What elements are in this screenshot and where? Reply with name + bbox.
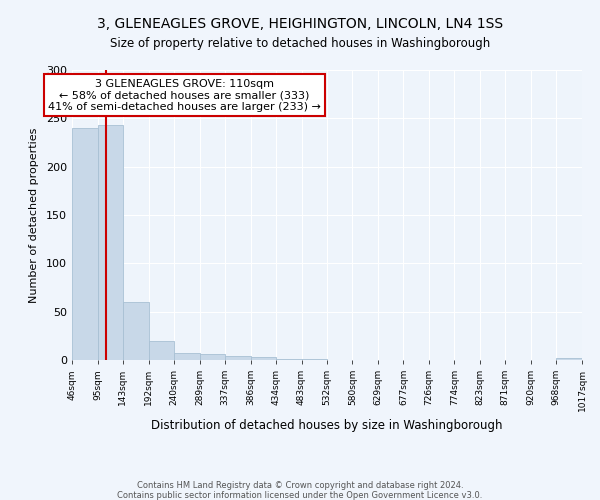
Bar xyxy=(200,354,225,360)
Bar xyxy=(556,358,582,360)
Bar xyxy=(225,356,251,360)
Bar xyxy=(72,128,98,360)
Y-axis label: Number of detached properties: Number of detached properties xyxy=(29,128,39,302)
Text: 3 GLENEAGLES GROVE: 110sqm
← 58% of detached houses are smaller (333)
41% of sem: 3 GLENEAGLES GROVE: 110sqm ← 58% of deta… xyxy=(48,78,321,112)
Bar xyxy=(123,302,149,360)
Text: Size of property relative to detached houses in Washingborough: Size of property relative to detached ho… xyxy=(110,38,490,51)
Bar xyxy=(251,357,276,360)
Text: Contains HM Land Registry data © Crown copyright and database right 2024.: Contains HM Land Registry data © Crown c… xyxy=(137,481,463,490)
Text: Contains public sector information licensed under the Open Government Licence v3: Contains public sector information licen… xyxy=(118,491,482,500)
Bar xyxy=(276,359,302,360)
Bar xyxy=(174,353,200,360)
Bar xyxy=(149,340,174,360)
X-axis label: Distribution of detached houses by size in Washingborough: Distribution of detached houses by size … xyxy=(151,420,503,432)
Bar xyxy=(98,125,123,360)
Text: 3, GLENEAGLES GROVE, HEIGHINGTON, LINCOLN, LN4 1SS: 3, GLENEAGLES GROVE, HEIGHINGTON, LINCOL… xyxy=(97,18,503,32)
Bar xyxy=(302,359,327,360)
